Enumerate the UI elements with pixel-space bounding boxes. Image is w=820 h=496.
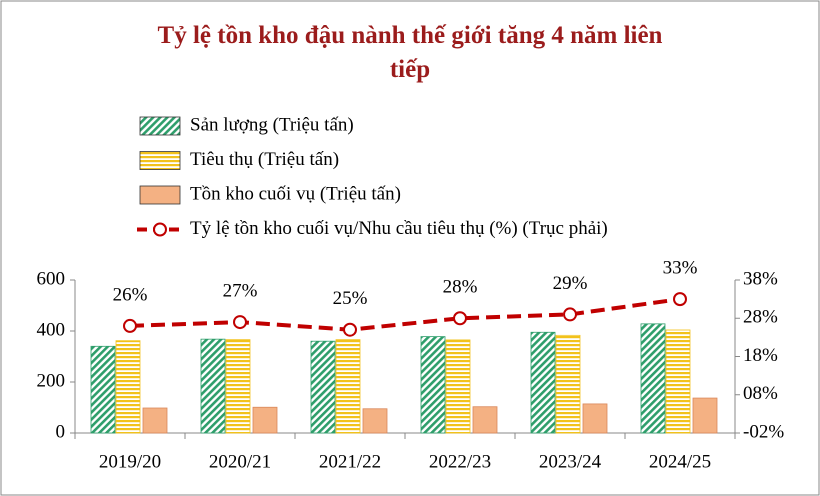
bar (692, 397, 718, 434)
bar (142, 407, 168, 434)
x-tick-label: 2023/24 (539, 451, 602, 472)
legend-label: Tồn kho cuối vụ (Triệu tấn) (190, 183, 401, 204)
y-tick-label: 0 (56, 421, 66, 442)
y2-tick-label: 08% (743, 383, 778, 404)
line-marker (563, 307, 577, 322)
bar (90, 345, 116, 434)
line-marker (343, 322, 357, 337)
line-marker (123, 318, 137, 333)
bar (420, 336, 446, 434)
x-tick-label: 2019/20 (99, 451, 161, 472)
bar (665, 329, 691, 434)
title-line: Tỷ lệ tồn kho đậu nành thế giới tăng 4 n… (158, 22, 663, 49)
data-label: 26% (113, 284, 148, 305)
legend-label: Tỷ lệ tồn kho cuối vụ/Nhu cầu tiêu thụ (… (190, 218, 608, 239)
chart-title: Tỷ lệ tồn kho đậu nành thế giới tăng 4 n… (158, 22, 663, 83)
line-marker (233, 315, 247, 330)
y-tick-label: 200 (37, 370, 66, 391)
bar (200, 338, 226, 434)
y2-tick-label: 28% (743, 307, 778, 328)
bar (555, 334, 581, 434)
x-tick-label: 2024/25 (649, 451, 711, 472)
bar (225, 339, 251, 434)
legend-label: Tiêu thụ (Triệu tấn) (190, 149, 339, 170)
bar (472, 406, 498, 434)
bar (115, 340, 141, 434)
title-line: tiếp (390, 56, 430, 83)
y2-tick-label: -02% (743, 421, 784, 442)
line-marker (673, 292, 687, 307)
data-label: 27% (223, 280, 258, 301)
bar (640, 323, 666, 434)
bar (310, 340, 336, 434)
legend-swatch (139, 151, 181, 170)
bar (335, 339, 361, 434)
legend-swatch (139, 116, 181, 136)
bar (530, 331, 556, 434)
x-tick-label: 2020/21 (209, 451, 271, 472)
bar (362, 408, 388, 434)
data-label: 25% (333, 288, 368, 309)
bar (582, 403, 608, 434)
line-marker (453, 311, 467, 326)
legend-swatch (139, 185, 181, 205)
x-tick-label: 2021/22 (319, 451, 381, 472)
bar (445, 339, 471, 434)
data-label: 28% (443, 277, 478, 298)
bar (252, 406, 278, 434)
y-tick-label: 600 (37, 268, 66, 289)
y-tick-label: 400 (37, 319, 66, 340)
line (129, 297, 681, 332)
y2-tick-label: 38% (743, 268, 778, 289)
legend-marker (153, 222, 167, 237)
y2-tick-label: 18% (743, 345, 778, 366)
x-tick-label: 2022/23 (429, 451, 491, 472)
data-label: 29% (553, 273, 588, 294)
data-label: 33% (663, 257, 698, 278)
legend-label: Sản lượng (Triệu tấn) (190, 114, 354, 135)
